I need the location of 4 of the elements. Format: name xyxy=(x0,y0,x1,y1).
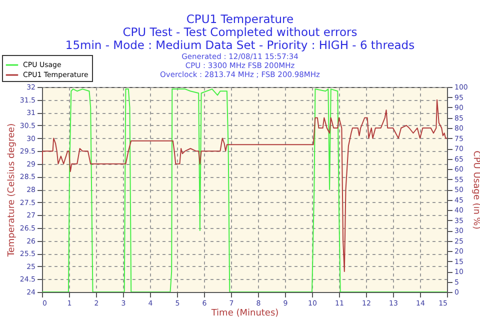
y-axis-title: Temperature (Celsius degree) xyxy=(6,123,17,258)
x-axis-title: Time (Minutes) xyxy=(210,308,279,318)
chart-title: CPU1 Temperature xyxy=(185,12,295,26)
chart-subtitle: CPU Test - Test Completed without errors 15min - Mode : Medium Data Set - Priority : HIGH - 6 threads xyxy=(64,25,416,52)
